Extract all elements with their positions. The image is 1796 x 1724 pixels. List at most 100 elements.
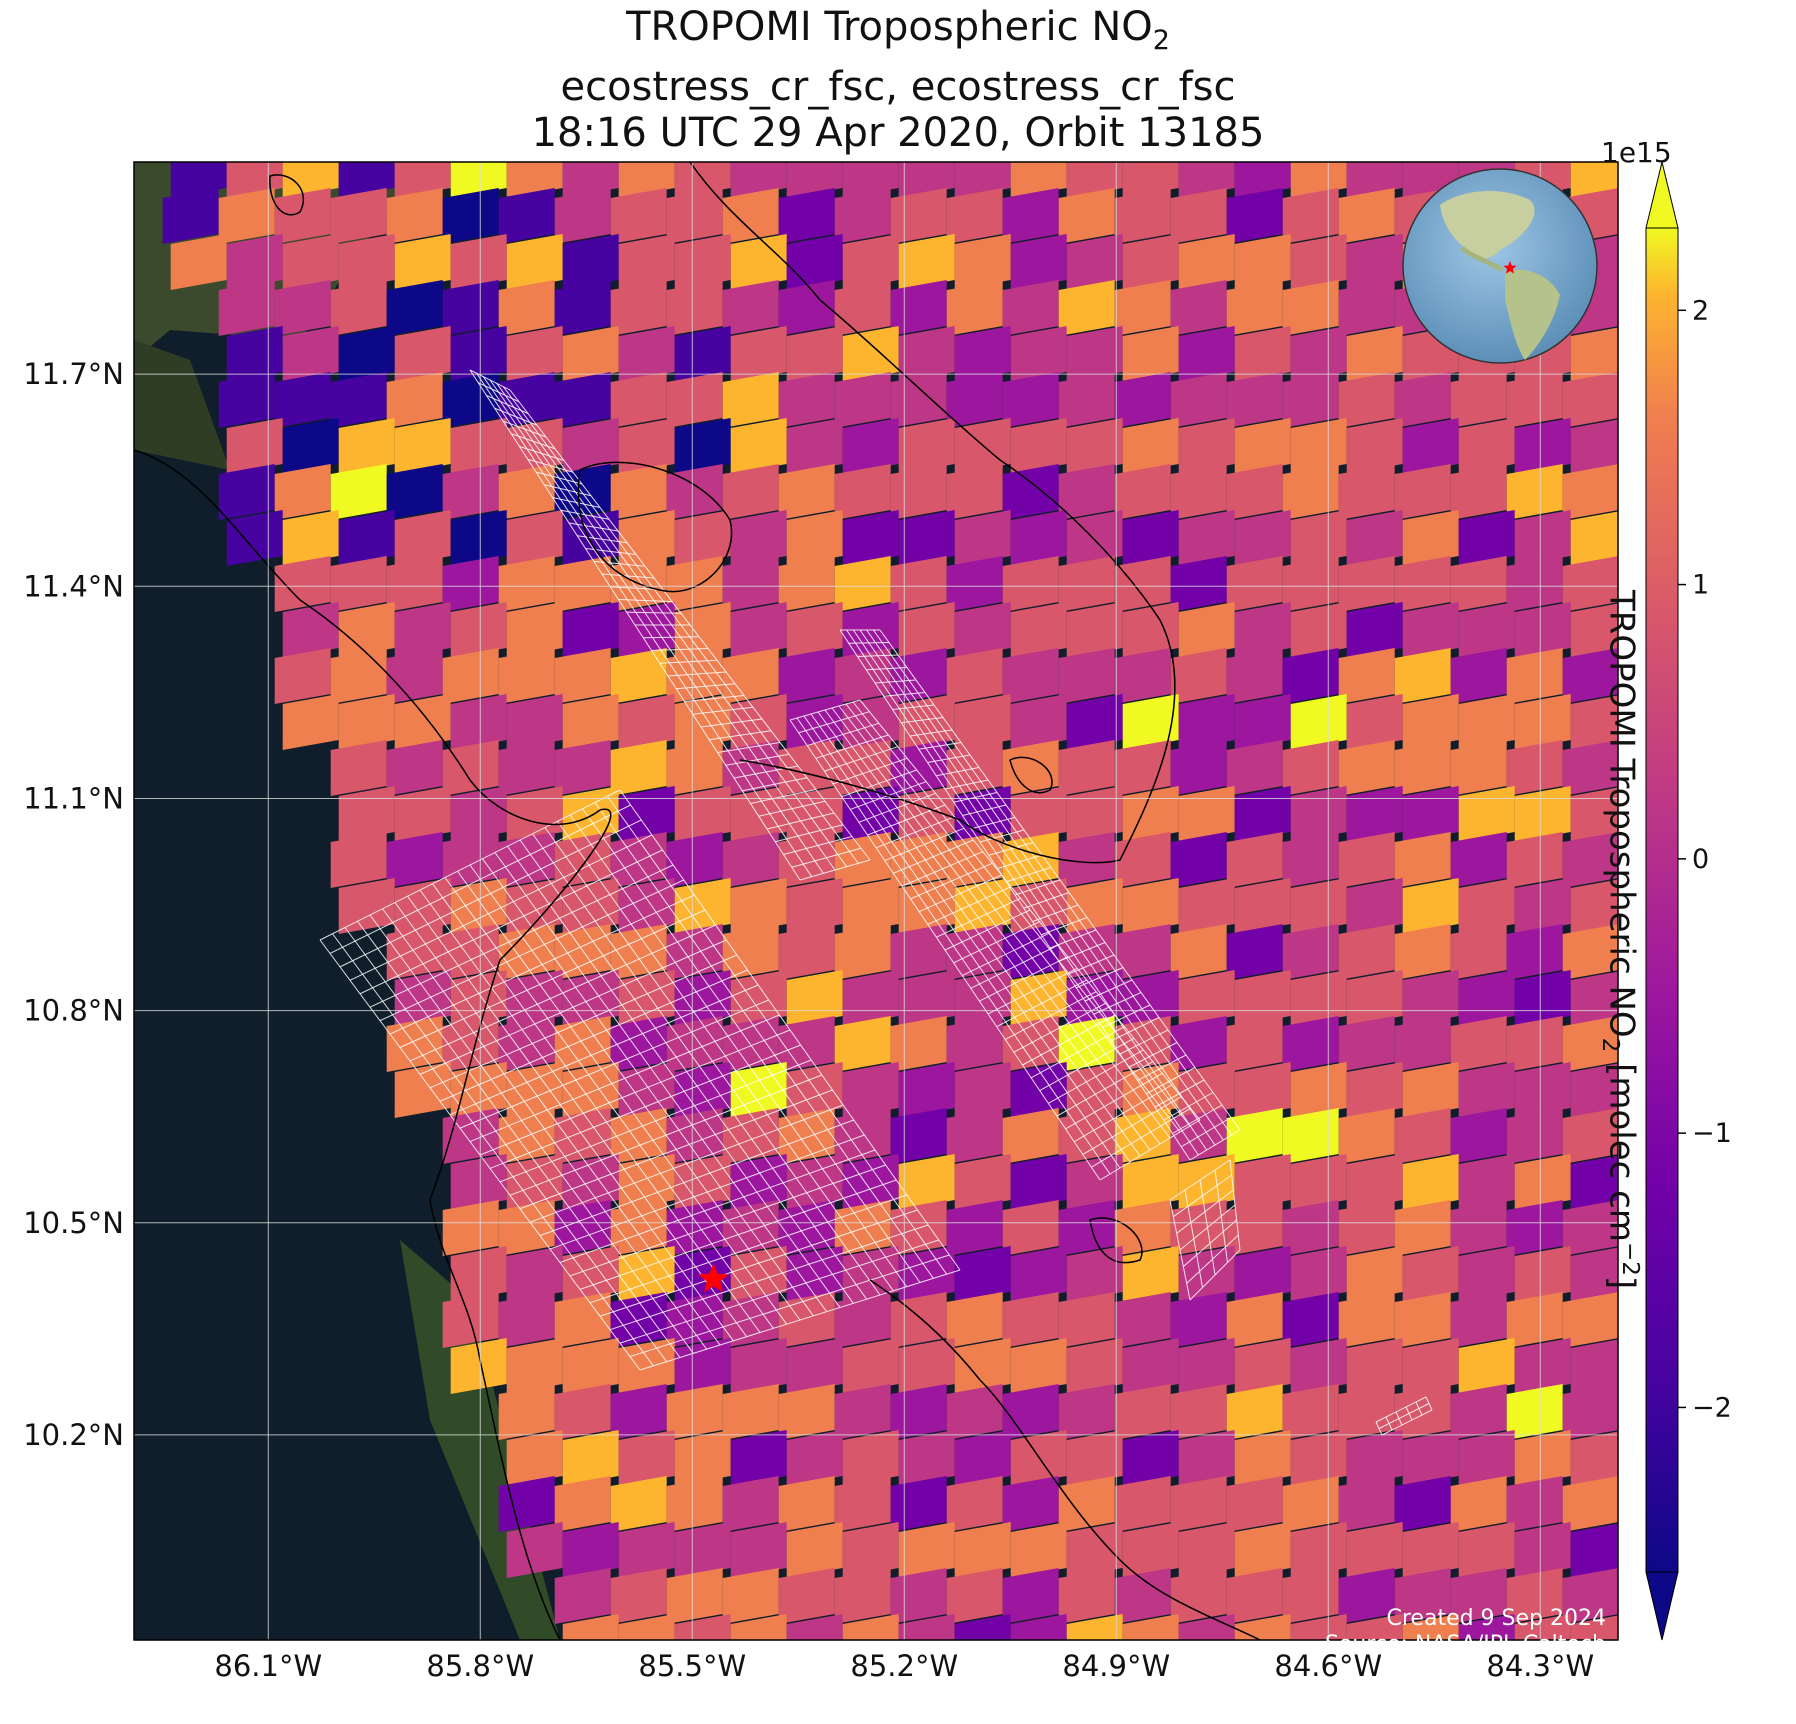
coastline-path — [1009, 756, 1053, 794]
no2-cell — [1458, 602, 1515, 658]
no2-cell — [722, 832, 779, 888]
swath-line — [962, 932, 1050, 977]
swath-line — [559, 1149, 876, 1263]
no2-cell — [674, 510, 731, 566]
no2-cell — [834, 1568, 891, 1624]
swath-line — [601, 573, 655, 579]
no2-cell — [506, 1062, 563, 1118]
no2-cell — [1226, 280, 1283, 336]
no2-cell — [1338, 188, 1395, 244]
lat-tick-label: 11.7°N — [23, 357, 124, 391]
no2-cell — [394, 162, 451, 198]
no2-cell — [666, 372, 723, 428]
coastline-path — [269, 174, 305, 216]
no2-cell — [450, 602, 507, 658]
no2-cell — [498, 648, 555, 704]
no2-cell — [1010, 162, 1067, 198]
colorbar-gradient — [1645, 227, 1679, 1573]
no2-cell — [498, 280, 555, 336]
no2-cell — [1114, 648, 1171, 704]
credit-created: Created 9 Sep 2024 — [1386, 1606, 1607, 1631]
no2-cell — [722, 1108, 779, 1164]
no2-cell — [1226, 188, 1283, 244]
no2-cell — [1402, 970, 1459, 1026]
no2-cell — [1282, 1568, 1339, 1624]
no2-cell — [1058, 556, 1115, 612]
no2-cell — [946, 832, 1003, 888]
no2-cell — [1002, 1016, 1059, 1072]
no2-cell — [1122, 1614, 1179, 1640]
no2-cell — [1562, 1016, 1618, 1072]
colorbar: 2 1 0 −1 −2 — [1645, 161, 1732, 1641]
no2-cell — [1066, 510, 1123, 566]
swath-line — [579, 1179, 897, 1290]
no2-cell — [674, 1062, 731, 1118]
no2-cell — [1234, 1154, 1291, 1210]
no2-cell — [562, 418, 619, 474]
no2-cell — [834, 1476, 891, 1532]
no2-cell — [834, 648, 891, 704]
no2-cell — [1010, 1614, 1067, 1640]
no2-cell — [730, 326, 787, 382]
swath-line — [552, 497, 601, 508]
swath-line — [643, 636, 700, 639]
no2-cell — [786, 878, 843, 934]
swath-line — [629, 1254, 950, 1358]
no2-cell — [450, 786, 507, 842]
no2-cell — [1562, 464, 1618, 520]
swath-line — [509, 1074, 823, 1196]
no2-cell — [954, 1338, 1011, 1394]
swath-line — [875, 816, 955, 849]
no2-cell — [1234, 878, 1291, 934]
no2-cell — [834, 1016, 891, 1072]
lat-tick-label: 11.1°N — [23, 781, 124, 815]
no2-cell — [842, 326, 899, 382]
no2-cell — [722, 1568, 779, 1624]
no2-cell — [842, 162, 899, 198]
no2-cell — [1282, 924, 1339, 980]
no2-cell — [282, 602, 339, 658]
no2-cell — [1394, 1476, 1451, 1532]
swath-line — [349, 834, 653, 981]
no2-cell — [1394, 924, 1451, 980]
swath-line — [815, 734, 889, 759]
no2-cell — [338, 326, 395, 382]
no2-cell — [1122, 1338, 1179, 1394]
no2-cell — [1282, 280, 1339, 336]
no2-cell — [554, 280, 611, 336]
no2-cell — [1178, 1246, 1235, 1302]
no2-cell — [562, 1338, 619, 1394]
no2-cell — [1394, 1292, 1451, 1348]
no2-cell — [1570, 511, 1618, 566]
no2-cell — [394, 510, 451, 566]
no2-cell — [1234, 970, 1291, 1026]
no2-cell — [498, 1292, 555, 1348]
swath-line — [1049, 929, 1097, 949]
swath-line — [569, 1164, 886, 1277]
no2-cell — [786, 602, 843, 658]
no2-cell — [394, 1062, 451, 1118]
swath-line — [996, 979, 1087, 1028]
no2-cell — [1338, 280, 1395, 336]
no2-cell — [1338, 1292, 1395, 1348]
no2-cell — [330, 648, 387, 704]
no2-cell — [1058, 1108, 1115, 1164]
swath-line — [866, 667, 908, 671]
no2-cell — [1450, 740, 1507, 796]
no2-cell — [722, 1476, 779, 1532]
no2-cell — [450, 326, 507, 382]
no2-cell — [386, 740, 443, 796]
no2-cell — [1226, 556, 1283, 612]
swath-line — [439, 969, 748, 1102]
swath-line — [539, 1119, 854, 1237]
no2-cell — [1290, 602, 1347, 658]
no2-cell — [1570, 419, 1618, 474]
no2-cell — [666, 188, 723, 244]
no2-cell — [162, 188, 219, 244]
no2-cell — [1570, 1063, 1618, 1118]
no2-cell — [1450, 1384, 1507, 1440]
no2-cell — [730, 162, 787, 198]
swath-line — [339, 819, 642, 968]
no2-cell — [1122, 786, 1179, 842]
no2-cell — [498, 1476, 555, 1532]
